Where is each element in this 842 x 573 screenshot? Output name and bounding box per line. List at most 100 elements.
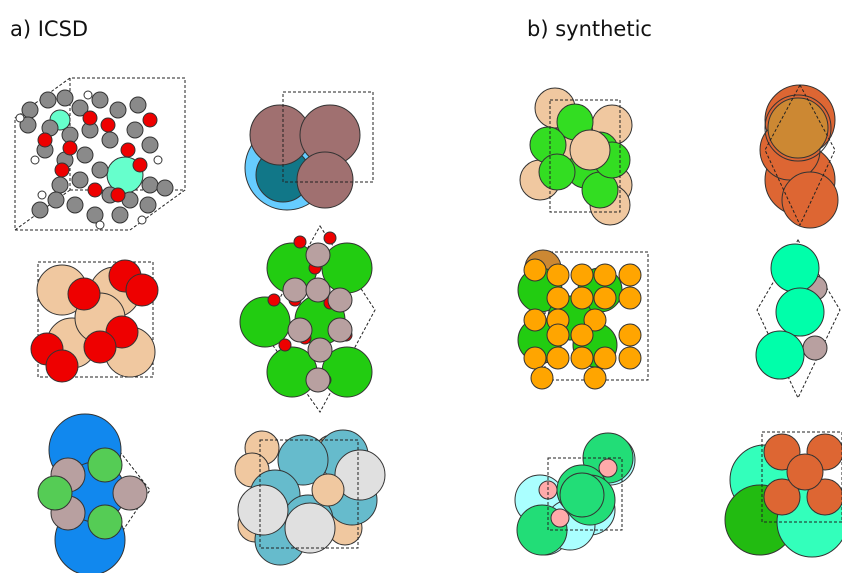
atom: [54, 162, 70, 178]
atom: [293, 235, 307, 249]
atom: [570, 286, 594, 310]
atom: [87, 182, 103, 198]
atom: [618, 323, 642, 347]
atom: [550, 508, 570, 528]
atom: [109, 101, 127, 119]
atom: [15, 113, 25, 123]
atom: [91, 161, 109, 179]
atom: [132, 157, 148, 173]
atom: [559, 472, 605, 518]
atom: [569, 129, 611, 171]
panel-label: b) synthetic: [527, 17, 652, 41]
atom: [334, 449, 386, 501]
atom: [71, 171, 89, 189]
atom: [284, 502, 336, 554]
atom: [66, 196, 84, 214]
atom: [287, 317, 313, 343]
atom: [775, 287, 825, 337]
atom: [806, 478, 842, 516]
cell-frame: [282, 91, 374, 183]
atom: [598, 458, 618, 478]
atom: [546, 346, 570, 370]
atom: [30, 155, 40, 165]
atom: [323, 231, 337, 245]
atom: [546, 323, 570, 347]
cell-frame: [37, 261, 154, 378]
atom: [139, 196, 157, 214]
atom: [618, 286, 642, 310]
atom: [618, 346, 642, 370]
atom: [305, 242, 331, 268]
atom: [37, 475, 73, 511]
atom: [530, 366, 554, 390]
atom: [19, 116, 37, 134]
atom: [76, 146, 94, 164]
atom: [763, 478, 801, 516]
atom: [583, 366, 607, 390]
atom: [111, 206, 129, 224]
atom: [802, 335, 828, 361]
atom: [327, 287, 353, 313]
atom: [101, 131, 119, 149]
atom: [156, 179, 174, 197]
atom: [296, 151, 354, 209]
atom: [45, 349, 79, 383]
atom: [100, 117, 116, 133]
atom: [95, 220, 105, 230]
cell-frame: [14, 77, 186, 231]
atom: [781, 171, 839, 229]
atom: [71, 99, 89, 117]
atom: [91, 91, 109, 109]
atom: [618, 263, 642, 287]
atom: [538, 153, 576, 191]
atom: [327, 317, 353, 343]
atom: [267, 293, 281, 307]
atom: [282, 277, 308, 303]
atom: [126, 121, 144, 139]
atom: [83, 330, 117, 364]
cell-frame: [761, 431, 842, 523]
atom: [311, 473, 345, 507]
panel-label: a) ICSD: [10, 17, 88, 41]
atom: [112, 475, 148, 511]
atom: [56, 89, 74, 107]
atom: [141, 176, 159, 194]
atom: [523, 258, 547, 282]
cell-frame: [549, 99, 621, 213]
atom: [786, 453, 824, 491]
atom: [86, 206, 104, 224]
atom: [82, 110, 98, 126]
atom: [39, 91, 57, 109]
atom: [764, 94, 832, 162]
atom: [277, 434, 329, 486]
atom: [67, 277, 101, 311]
atom: [239, 296, 291, 348]
atom: [153, 155, 163, 165]
atom: [583, 308, 607, 332]
atom: [767, 97, 829, 159]
atom: [523, 308, 547, 332]
atom: [307, 337, 333, 363]
atom: [51, 176, 69, 194]
atom: [278, 338, 292, 352]
atom: [305, 277, 331, 303]
atom: [593, 346, 617, 370]
atom: [570, 323, 594, 347]
atom: [37, 190, 47, 200]
atom: [37, 132, 53, 148]
atom: [87, 504, 123, 540]
atom: [137, 215, 147, 225]
atom: [120, 142, 136, 158]
atom: [83, 90, 93, 100]
cell-frame: [259, 439, 359, 549]
cell-frame: [547, 457, 623, 531]
atom: [305, 367, 331, 393]
atom: [570, 263, 594, 287]
atom: [125, 273, 159, 307]
atom: [129, 96, 147, 114]
atom: [31, 201, 49, 219]
atom: [755, 330, 805, 380]
atom: [546, 263, 570, 287]
